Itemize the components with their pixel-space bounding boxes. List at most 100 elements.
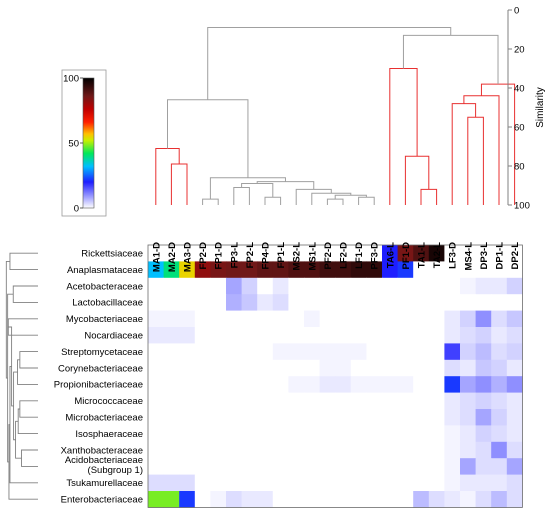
heatmap-cell [350, 458, 367, 475]
heatmap-cell [444, 327, 461, 344]
heatmap-cell [475, 491, 492, 508]
heatmap-cell [506, 310, 523, 328]
heatmap-cell [241, 245, 258, 262]
heatmap-cell [350, 261, 367, 279]
heatmap-cell [194, 491, 211, 508]
heatmap-cell [241, 474, 258, 492]
heatmap-frame [147, 244, 523, 508]
heatmap-cell [210, 343, 227, 361]
heatmap-cell [194, 261, 211, 279]
heatmap-cell [506, 277, 523, 295]
heatmap-cell [210, 310, 227, 328]
heatmap-cell [304, 491, 320, 508]
column-label-ma2-d: MA2-D [167, 242, 178, 272]
heatmap-cell [475, 310, 492, 328]
heatmap-cell [335, 491, 352, 508]
heatmap-cell [506, 261, 523, 279]
heatmap-cell [179, 310, 196, 328]
heatmap-cell [413, 261, 430, 279]
dendrogram-branch [170, 163, 188, 205]
heatmap-cell [491, 458, 508, 475]
heatmap-cell [475, 261, 492, 279]
heatmap-cell [304, 294, 320, 311]
heatmap-cell [366, 425, 383, 443]
heatmap-cell [475, 409, 492, 426]
heatmap-cell [163, 441, 180, 459]
heatmap-cell [366, 491, 383, 508]
similarity-tick-label: 40 [514, 83, 525, 94]
heatmap-cell [335, 359, 352, 377]
heatmap-cell [413, 491, 430, 508]
similarity-tick-label: 80 [514, 161, 525, 172]
heatmap-cell [241, 441, 258, 459]
column-label-pf3-d: PF3-D [370, 242, 381, 270]
heatmap-cell [382, 376, 398, 393]
heatmap-cell [491, 425, 508, 443]
heatmap-cell [210, 294, 227, 311]
heatmap-cell [397, 310, 414, 328]
heatmap-cell [272, 491, 289, 508]
heatmap-cell [163, 474, 180, 492]
heatmap-cell [304, 359, 320, 377]
dendrogram-branch [463, 95, 500, 205]
heatmap-cell [382, 359, 398, 377]
heatmap-cell [148, 327, 164, 344]
heatmap-cell [350, 376, 367, 393]
heatmap-cell [148, 441, 164, 459]
heatmap-cell [319, 245, 336, 262]
heatmap-cell [210, 474, 227, 492]
heatmap-cell [148, 458, 164, 475]
heatmap-cell [382, 425, 398, 443]
heatmap-cell [148, 343, 164, 361]
column-label-fp1-d: FP1-D [214, 242, 225, 270]
heatmap-cell [241, 327, 258, 344]
heatmap-cell [304, 409, 320, 426]
heatmap-cell [444, 310, 461, 328]
heatmap-cell [288, 294, 305, 311]
heatmap-cell [444, 409, 461, 426]
heatmap-cell [350, 343, 367, 361]
column-label-dp3-l: DP3-L [479, 242, 490, 270]
heatmap-cell [397, 425, 414, 443]
heatmap-cell [179, 474, 196, 492]
color-scale-bar [82, 77, 95, 209]
heatmap-cell [163, 409, 180, 426]
heatmap-cell [428, 458, 445, 475]
row-label-nocardiaceae: Nocardiaceae [84, 331, 143, 342]
heatmap-cell [163, 491, 180, 508]
heatmap-cell [210, 425, 227, 443]
heatmap-cell [350, 277, 367, 295]
heatmap-cell [335, 343, 352, 361]
heatmap-cell [148, 310, 164, 328]
heatmap-cell [241, 261, 258, 279]
heatmap-cell [148, 491, 164, 508]
heatmap-cell [319, 392, 336, 410]
heatmap-cell [413, 277, 430, 295]
heatmap-cell [163, 245, 180, 262]
heatmap-cell [319, 327, 336, 344]
heatmap-cell [444, 245, 461, 262]
heatmap-cell [428, 343, 445, 361]
heatmap-cell [413, 245, 430, 262]
heatmap-cell [428, 245, 445, 262]
heatmap-cell [428, 392, 445, 410]
column-label-ta2-l: TA2-L [432, 242, 443, 268]
color-scale-tick-label: 50 [68, 138, 79, 149]
heatmap-cell [397, 294, 414, 311]
heatmap-cell [226, 359, 242, 377]
heatmap-cell [475, 458, 492, 475]
heatmap-cell [319, 343, 336, 361]
heatmap-cell [444, 458, 461, 475]
heatmap-cell [194, 474, 211, 492]
heatmap-cell [226, 261, 242, 279]
heatmap-cell [163, 294, 180, 311]
column-labels: MA1-D MA2-D MA3-D FP2-D FP1-D FP3-L FP2-L FP4-D… [151, 242, 521, 272]
row-label-propionibacteriaceae: Propionibacteriaceae [54, 380, 143, 391]
heatmap-cell [460, 327, 476, 344]
heatmap-cell [163, 343, 180, 361]
heatmap-cell [179, 294, 196, 311]
heatmap-cell [366, 261, 383, 279]
row-label-microbacteriaceae: Microbacteriaceae [65, 413, 143, 424]
column-label-pf1-d: PF1-D [401, 242, 412, 270]
dendrogram-branch [167, 99, 249, 178]
